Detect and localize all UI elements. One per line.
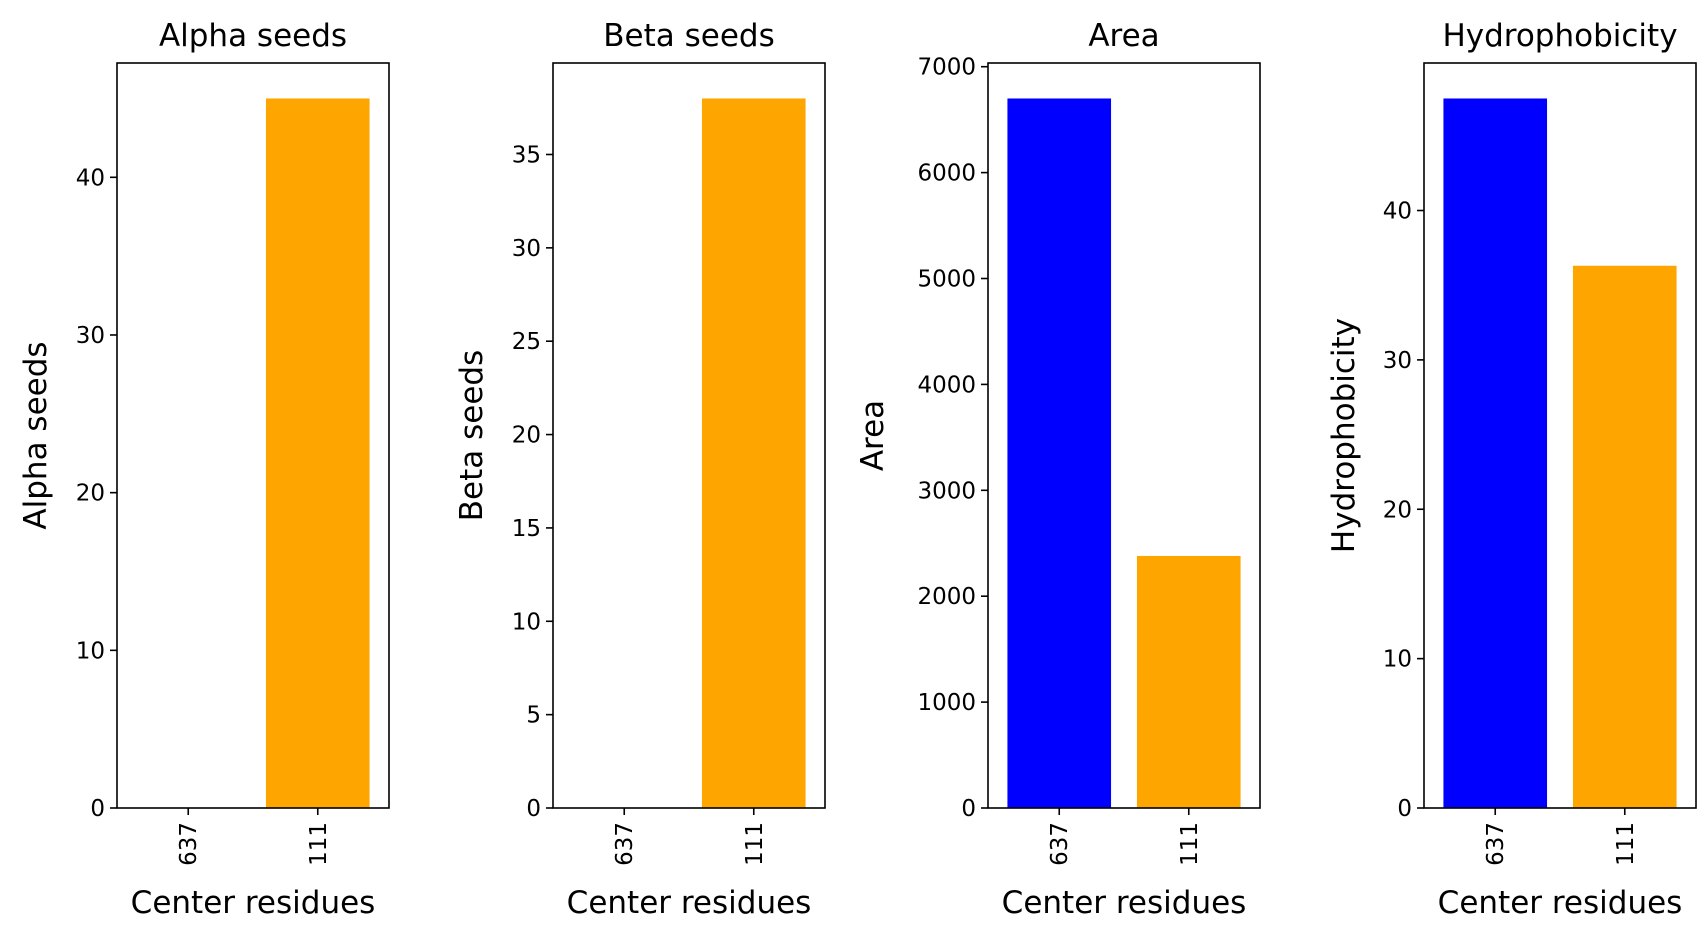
panel-title: Area — [1088, 18, 1159, 54]
x-tick-label-637: 637 — [1483, 822, 1509, 866]
y-tick-label: 1000 — [917, 690, 976, 716]
y-tick-label: 2000 — [917, 584, 976, 610]
x-axis-label: Center residues — [1438, 885, 1683, 921]
y-tick-label: 6000 — [917, 161, 976, 187]
y-tick-label: 4000 — [917, 372, 976, 398]
y-tick-label: 3000 — [917, 478, 976, 504]
bar-111 — [1572, 265, 1677, 809]
chart-panel-1: 0 5 10 15 20 25 30 35 637 111 Beta seeds Center res… — [454, 18, 826, 921]
plot-frame — [987, 62, 1261, 809]
y-tick-label: 30 — [512, 236, 541, 262]
y-tick-label: 10 — [512, 609, 541, 635]
y-axis-label: Alpha seeds — [18, 341, 54, 529]
y-tick-label: 0 — [961, 796, 976, 822]
panel-title: Alpha seeds — [159, 18, 347, 54]
y-tick-label: 10 — [76, 638, 105, 664]
bar-111 — [701, 98, 806, 808]
y-tick-label: 25 — [512, 329, 541, 355]
y-axis-label: Hydrophobicity — [1326, 318, 1362, 553]
x-axis-label: Center residues — [567, 885, 812, 921]
bar-637 — [1007, 98, 1112, 808]
y-tick-label: 20 — [1383, 497, 1412, 523]
y-tick-label: 30 — [76, 323, 105, 349]
y-tick-label: 35 — [512, 142, 541, 168]
y-tick-label: 0 — [1397, 796, 1412, 822]
x-tick-label-637: 637 — [612, 822, 638, 866]
y-tick-label: 40 — [76, 165, 105, 191]
x-axis-label: Center residues — [131, 885, 376, 921]
y-tick-label: 20 — [512, 423, 541, 449]
plot-frame — [552, 62, 826, 809]
x-tick-label-637: 637 — [176, 822, 202, 866]
y-tick-label: 5000 — [917, 267, 976, 293]
x-tick-label-111: 111 — [306, 822, 332, 866]
y-tick-label: 20 — [76, 481, 105, 507]
chart-panel-3: 0 10 20 30 40 637 111 Hydrophobicity Center resi… — [1326, 18, 1697, 921]
plot-frame — [116, 62, 390, 809]
panel-title: Beta seeds — [603, 18, 774, 54]
y-axis-label: Area — [855, 400, 891, 471]
bar-637 — [1443, 98, 1548, 808]
y-tick-label: 0 — [526, 796, 541, 822]
bar-111 — [1136, 555, 1241, 808]
x-tick-label-637: 637 — [1047, 822, 1073, 866]
y-tick-label: 40 — [1383, 199, 1412, 225]
y-axis-label: Beta seeds — [454, 350, 490, 521]
x-tick-label-111: 111 — [1177, 822, 1203, 866]
plot-frame — [1423, 62, 1697, 809]
panel-title: Hydrophobicity — [1442, 18, 1677, 54]
x-tick-label-111: 111 — [742, 822, 768, 866]
chart-panel-0: 0 10 20 30 40 637 111 Alpha seeds Center residue… — [18, 18, 390, 921]
y-tick-label: 15 — [512, 516, 541, 542]
y-tick-label: 7000 — [917, 55, 976, 81]
chart-panel-2: 0 1000 2000 3000 4000 5000 6000 7000 637 111 Area C… — [855, 18, 1261, 921]
x-tick-label-111: 111 — [1613, 822, 1639, 866]
y-tick-label: 30 — [1383, 348, 1412, 374]
y-tick-label: 10 — [1383, 647, 1412, 673]
x-axis-label: Center residues — [1002, 885, 1247, 921]
y-tick-label: 0 — [90, 796, 105, 822]
y-tick-label: 5 — [526, 703, 541, 729]
bar-111 — [265, 98, 370, 808]
